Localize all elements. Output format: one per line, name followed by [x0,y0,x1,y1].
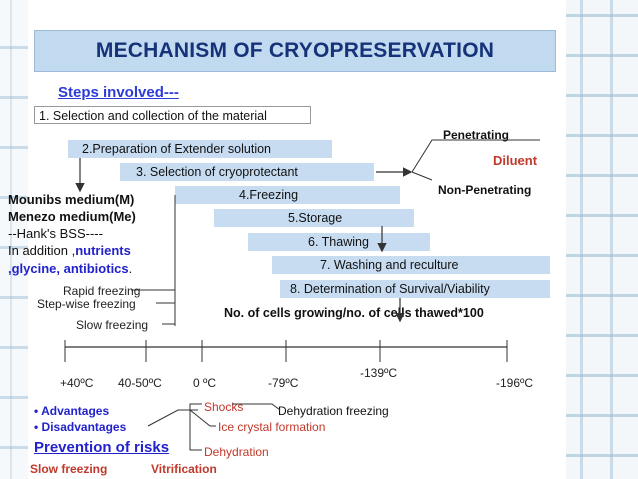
page-title: MECHANISM OF CRYOPRESERVATION [34,30,556,72]
step-2: 2.Preparation of Extender solution [68,140,332,158]
temp-minus-79: -79ºC [268,376,299,390]
media-line-4: In addition ,nutrients [8,243,131,258]
slow-freezing-method: Slow freezing [30,462,108,476]
stepwise-freezing-label: Step-wise freezing [37,297,136,311]
fork-non-penetrating [411,171,433,181]
penetrating-label: Penetrating [443,128,510,142]
left-decorative-pattern [0,0,28,479]
media-line-2: Menezo medium(Me) [8,209,136,224]
step-5: 5.Storage [214,209,414,227]
media-nutrients: nutrients [75,243,131,258]
risk-tree-shock [189,403,202,410]
step-8: 8. Determination of Survival/Viability [280,280,550,298]
diluent-label: Diluent [493,153,538,168]
non-penetrating-label: Non-Penetrating [438,183,532,197]
media-line-4-prefix: In addition , [8,243,76,258]
media-line-3: --Hank's BSS---- [8,226,103,241]
temp-40-50: 40-50ºC [118,376,162,390]
risk-tree-main [147,409,198,427]
steps-label: Steps involved--- [58,84,179,101]
media-glycine-antibiotics: ,glycine, antibiotics [8,261,129,276]
temp-minus-196: -196ºC [496,376,534,390]
temp-plus-40: +40ºC [60,376,94,390]
ice-crystal-label: Ice crystal formation [218,420,326,434]
rapid-freezing-label: Rapid freezing [63,284,141,298]
disadvantages-label: Disadvantages [41,420,127,434]
fork-penetrating [411,139,540,173]
step-3: 3. Selection of cryoprotectant [120,163,374,181]
step-4: 4.Freezing [175,186,400,204]
temp-minus-139: -139ºC [360,366,398,380]
viability-formula: No. of cells growing/no. of cells thawed… [224,306,484,320]
prevention-of-risks-label: Prevention of risks [34,439,170,456]
dehydration-freezing-label: Dehydration freezing [278,404,389,418]
dehydration-label: Dehydration [204,445,269,459]
risk-tree-ice [189,409,216,427]
media-line-1: Mounibs medium(M) [8,192,135,207]
temp-0: 0 ºC [193,376,217,390]
media-line-5-suffix: . [128,261,133,276]
step-1: 1. Selection and collection of the mater… [34,106,311,124]
media-line-5: ,glycine, antibiotics. [8,261,132,276]
right-decorative-pattern [566,0,638,479]
slow-freezing-label: Slow freezing [76,318,149,332]
advantages-bullet: • Advantages [34,404,110,418]
risk-tree-dehydration [189,410,202,451]
vitrification-method: Vitrification [151,462,217,476]
disadvantages-bullet: • Disadvantages [34,420,127,434]
advantages-label: Advantages [41,404,110,418]
risk-tree-dehydration-freezing [232,403,281,411]
step-7: 7. Washing and reculture [272,256,550,274]
